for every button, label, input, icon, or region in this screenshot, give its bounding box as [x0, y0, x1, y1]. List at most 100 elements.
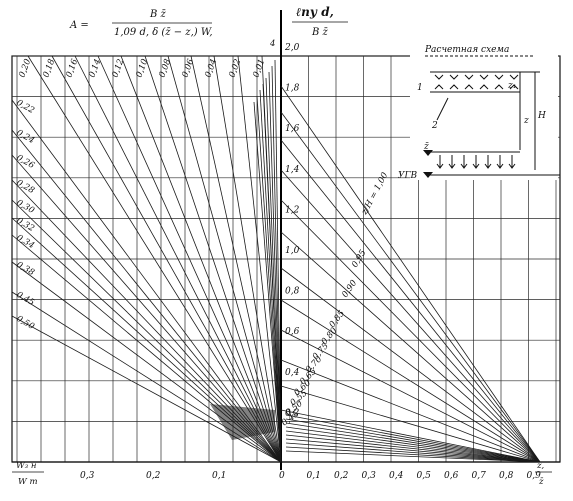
left-ray-top-labels: 0,20 0,18 0,16 0,14 0,12 0,10 0,08 0,06 0,04 0,02…	[17, 57, 267, 79]
left-ray	[74, 55, 282, 463]
y-tick-label: 1,4	[285, 165, 300, 175]
right-curve	[285, 446, 541, 463]
left-ray	[237, 55, 282, 463]
x-left-tick-label: 0,1	[212, 471, 226, 481]
y-tick-label: 2,0	[284, 43, 300, 53]
left-ray-side-label: 0,50	[15, 314, 37, 332]
x-right-label-denominator: z̄	[538, 477, 544, 487]
x-right-label-numerator: z,	[536, 461, 544, 471]
right-curve	[285, 450, 541, 463]
left-ray	[11, 99, 282, 463]
right-curve	[280, 169, 541, 463]
y-tick-labels: 2,0 1,8 1,6 1,4 1,2 1,0 0,8 0,6 0,4 0,2	[284, 43, 300, 418]
right-curve	[285, 438, 541, 463]
right-curve	[280, 231, 541, 463]
left-ray	[27, 55, 282, 463]
formula-lhs: A =	[69, 20, 89, 31]
y-tick-label: 0,8	[285, 287, 300, 297]
left-ray	[265, 77, 282, 463]
right-curve	[280, 199, 541, 463]
x-right-tick-label: 0,2	[334, 471, 349, 481]
left-ray	[120, 55, 282, 463]
left-ray	[213, 55, 282, 463]
right-curve	[280, 267, 541, 463]
x-right-tick-label: 0,9	[527, 471, 542, 481]
y-tick-label: 1,0	[285, 246, 300, 256]
formula-numerator: B z̄	[149, 9, 167, 20]
left-ray-side-label: 0,24	[15, 128, 36, 146]
right-curve-label: 0,90	[340, 278, 359, 300]
right-curve	[280, 359, 541, 463]
left-ray-side-label: 0,22	[15, 98, 36, 116]
left-ray	[253, 101, 282, 463]
x-left-tick-label: 0,3	[80, 471, 95, 481]
y-top-small-label: 4	[269, 39, 275, 49]
right-curve	[280, 139, 541, 463]
y-axis-title-denominator: B z̄	[311, 27, 329, 38]
scheme-label-H: H	[537, 111, 546, 121]
ray-convergence-cluster	[210, 404, 275, 440]
y-tick-label: 1,6	[285, 124, 300, 134]
x-right-tick-label: 0,6	[444, 471, 459, 481]
left-ray	[167, 55, 282, 463]
left-ray	[144, 55, 282, 463]
left-ray-family	[11, 55, 282, 463]
right-curve	[280, 85, 541, 463]
y-tick-label: 1,2	[285, 205, 300, 215]
left-ray	[256, 95, 282, 463]
formula-denominator: 1,09 d, δ (z̄ − z,) W,	[114, 27, 213, 38]
x-right-tick-label: 0,1	[307, 471, 321, 481]
right-curve	[280, 409, 541, 463]
left-ray-top-label: 0,01	[251, 58, 267, 79]
left-ray	[262, 83, 282, 463]
x-right-tick-labels: 0 0,1 0,2 0,3 0,4 0,5 0,6 0,7 0,8 0,9	[279, 471, 541, 481]
left-ray	[268, 71, 282, 463]
x-left-label-denominator: W т	[18, 477, 38, 487]
scheme-label-z: z	[523, 116, 529, 126]
x-right-tick-label: 0,4	[389, 471, 404, 481]
left-ray	[274, 59, 282, 463]
left-ray-top-label: 0,02	[227, 58, 243, 79]
right-curve	[285, 418, 541, 463]
right-curve	[280, 299, 541, 463]
left-ray-top-label: 0,16	[64, 57, 80, 79]
y-tick-label: 0,2	[285, 408, 300, 418]
left-ray-top-label: 0,20	[17, 57, 33, 79]
x-left-tick-labels: 0,3 0,2 0,1	[80, 471, 226, 481]
design-scheme: Расчетная схема 1 2 z₁ z H z̄ УГВ	[398, 45, 560, 181]
scheme-title: Расчетная схема	[424, 45, 509, 55]
y-axis-title-numerator: ℓпу d,	[296, 5, 334, 19]
right-curve	[285, 430, 541, 463]
right-curve	[285, 414, 541, 463]
scheme-label-zbar: z̄	[423, 142, 429, 152]
x-right-tick-label: 0	[279, 471, 285, 481]
left-ray	[11, 315, 282, 463]
scheme-label-1: 1	[417, 83, 423, 93]
right-curve	[280, 385, 541, 463]
left-ray-side-label: 0,38	[15, 260, 37, 278]
right-curve	[285, 442, 541, 463]
x-left-label-numerator: W₃ н	[16, 461, 36, 471]
left-ray	[51, 55, 282, 463]
left-ray	[259, 89, 282, 463]
left-ray-top-label: 0,14	[87, 58, 103, 79]
scheme-label-ugv: УГВ	[398, 171, 417, 181]
x-right-tick-label: 0,3	[362, 471, 377, 481]
x-right-tick-label: 0,5	[417, 471, 432, 481]
x-left-tick-label: 0,2	[146, 471, 161, 481]
right-curve-family	[280, 85, 541, 463]
right-curve-label: z/H = 1,00	[359, 170, 390, 217]
y-tick-label: 1,8	[285, 84, 300, 94]
left-ray	[97, 55, 282, 463]
left-ray	[271, 65, 282, 463]
y-tick-label: 0,4	[285, 368, 300, 378]
left-ray-side-labels: 0,220,240,260,280,300,320,340,380,450,50	[15, 98, 37, 332]
scheme-label-z1: z₁	[507, 81, 516, 91]
left-ray-top-label: 0,18	[41, 57, 57, 79]
right-curve	[280, 329, 541, 463]
right-curve	[285, 426, 541, 463]
right-curve	[285, 434, 541, 463]
x-right-tick-label: 0,8	[499, 471, 514, 481]
scheme-label-2: 2	[431, 121, 438, 131]
y-tick-label: 0,6	[285, 327, 300, 337]
